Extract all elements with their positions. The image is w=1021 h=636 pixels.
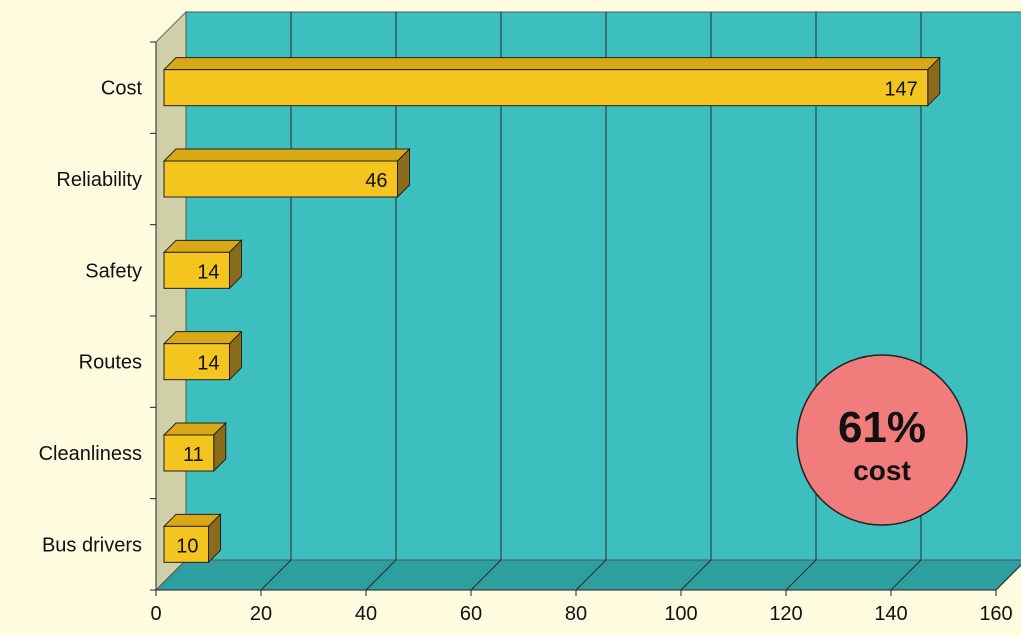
category-label: Routes bbox=[79, 352, 142, 374]
category-label: Cost bbox=[101, 78, 143, 100]
bar-value-label: 11 bbox=[183, 444, 204, 466]
bar bbox=[163, 160, 398, 198]
plot-floor bbox=[154, 559, 1021, 591]
bar bbox=[163, 343, 230, 381]
bar bbox=[163, 434, 215, 472]
x-tick-label: 140 bbox=[874, 603, 907, 625]
bar-value-label: 14 bbox=[197, 353, 219, 375]
x-tick-label: 100 bbox=[664, 603, 697, 625]
y-axis: Cost Reliability Safety Routes Cleanliness Bu… bbox=[39, 41, 157, 591]
annotation-value: 61% bbox=[838, 403, 926, 452]
floor-gridline bbox=[470, 559, 502, 591]
x-tick-label: 0 bbox=[150, 603, 161, 625]
category-label: Reliability bbox=[56, 169, 142, 191]
bar bbox=[163, 525, 209, 563]
category-label: Bus drivers bbox=[42, 534, 142, 556]
x-tick-label: 40 bbox=[355, 603, 377, 625]
bar-top-face bbox=[162, 57, 941, 71]
floor-gridline bbox=[995, 564, 1021, 591]
bars: 147 46 14 14 11 10 bbox=[162, 56, 941, 564]
bar-top-face bbox=[162, 331, 243, 345]
floor-gridline bbox=[890, 559, 922, 591]
floor-gridline bbox=[575, 559, 607, 591]
x-tick-label: 20 bbox=[250, 603, 272, 625]
x-tick-label: 120 bbox=[769, 603, 802, 625]
bar-value-label: 14 bbox=[197, 261, 219, 283]
floor-gridline bbox=[260, 559, 292, 591]
x-tick-label: 60 bbox=[460, 603, 482, 625]
floor-gridline bbox=[785, 559, 817, 591]
annotation-circle bbox=[796, 354, 968, 526]
category-label: Safety bbox=[85, 260, 142, 282]
annotation-label: cost bbox=[853, 455, 911, 486]
bar-top-face bbox=[162, 148, 411, 162]
x-axis: 0 20 40 60 80 100 120 140 160 bbox=[150, 589, 1013, 625]
category-label: Cleanliness bbox=[39, 443, 142, 465]
x-tick-label: 160 bbox=[979, 603, 1012, 625]
bar-value-label: 46 bbox=[365, 170, 387, 192]
bar-value-label: 147 bbox=[884, 79, 917, 101]
bar-top-face bbox=[162, 239, 243, 253]
annotation-badge: 61%cost bbox=[796, 354, 968, 526]
floor-gridline bbox=[680, 559, 712, 591]
bar bbox=[163, 69, 929, 107]
x-tick-label: 80 bbox=[565, 603, 587, 625]
bar bbox=[163, 251, 230, 289]
bar-value-label: 10 bbox=[176, 535, 198, 557]
floor-gridline bbox=[365, 559, 397, 591]
